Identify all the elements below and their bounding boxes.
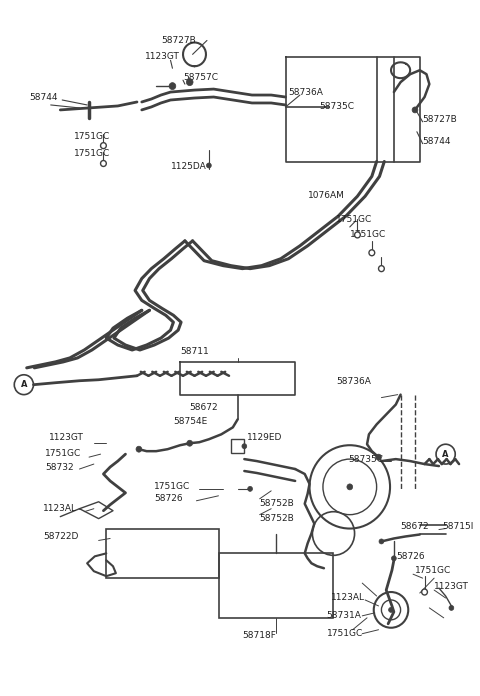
Text: 58727B: 58727B — [422, 116, 457, 125]
Circle shape — [169, 83, 176, 90]
Text: 1751GC: 1751GC — [154, 482, 191, 491]
Text: 58732: 58732 — [45, 463, 73, 472]
Text: 58752B: 58752B — [260, 514, 294, 523]
Circle shape — [187, 441, 192, 446]
Text: A: A — [443, 450, 449, 459]
Text: 58736A: 58736A — [288, 88, 324, 97]
Text: 1123GT: 1123GT — [144, 52, 180, 61]
Circle shape — [369, 250, 375, 255]
Text: 58726: 58726 — [396, 552, 424, 561]
Text: 58744: 58744 — [422, 137, 451, 146]
Text: 58735C: 58735C — [348, 454, 383, 464]
Text: 1751GC: 1751GC — [415, 566, 451, 575]
Text: 58735C: 58735C — [319, 102, 354, 111]
Text: 58722D: 58722D — [43, 532, 78, 541]
Circle shape — [100, 143, 106, 149]
Circle shape — [379, 539, 384, 544]
Text: 1123AL: 1123AL — [331, 594, 365, 603]
Circle shape — [376, 454, 382, 460]
Bar — [231, 439, 244, 453]
Text: 1751GC: 1751GC — [74, 149, 110, 158]
Text: 58731A: 58731A — [327, 611, 361, 620]
Circle shape — [186, 79, 193, 86]
Circle shape — [389, 608, 394, 612]
Text: 1751GC: 1751GC — [74, 132, 110, 141]
Text: 58757C: 58757C — [183, 72, 218, 81]
Circle shape — [248, 487, 252, 491]
Text: 1123AL: 1123AL — [43, 504, 77, 513]
Text: 1125DA: 1125DA — [170, 162, 206, 171]
Circle shape — [136, 446, 142, 452]
Text: 1123GT: 1123GT — [49, 433, 84, 442]
Circle shape — [206, 163, 211, 168]
Circle shape — [421, 589, 427, 595]
Text: 58718F: 58718F — [243, 631, 276, 640]
Text: 58711: 58711 — [180, 347, 209, 356]
Text: 58672: 58672 — [401, 522, 429, 531]
Text: 1076AM: 1076AM — [308, 191, 345, 200]
Circle shape — [412, 107, 418, 113]
Text: 1129ED: 1129ED — [247, 433, 283, 442]
Bar — [106, 528, 219, 578]
Circle shape — [242, 444, 247, 449]
Text: 58752B: 58752B — [260, 499, 294, 508]
Text: 1751GC: 1751GC — [327, 629, 363, 638]
Circle shape — [100, 161, 106, 166]
Text: 1751GC: 1751GC — [45, 449, 81, 458]
Circle shape — [392, 556, 396, 561]
Circle shape — [379, 266, 384, 271]
Text: 58754E: 58754E — [173, 417, 208, 426]
Text: 58726: 58726 — [154, 494, 183, 503]
Bar — [219, 553, 333, 618]
Circle shape — [449, 606, 454, 610]
Text: 58715I: 58715I — [442, 522, 473, 531]
Text: A: A — [21, 380, 27, 389]
Text: 58672: 58672 — [190, 403, 218, 412]
Circle shape — [347, 484, 353, 490]
Circle shape — [355, 232, 360, 238]
Text: 1123GT: 1123GT — [434, 582, 469, 591]
Text: 58744: 58744 — [30, 93, 58, 102]
Text: 1751GC: 1751GC — [336, 214, 372, 223]
Text: 58736A: 58736A — [336, 377, 371, 386]
Text: 1751GC: 1751GC — [350, 230, 386, 239]
Text: 58727B: 58727B — [161, 36, 196, 45]
